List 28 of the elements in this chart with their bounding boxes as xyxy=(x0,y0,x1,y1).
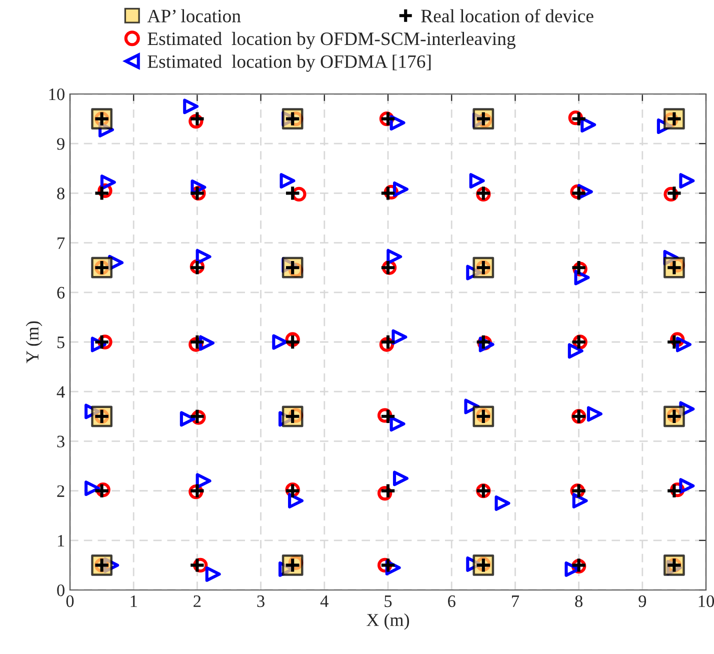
y-tick-label: 5 xyxy=(57,336,64,348)
y-tick-label: 6 xyxy=(57,286,65,299)
y-tick-label: 1 xyxy=(58,534,64,546)
y-tick-label: 7 xyxy=(58,237,65,249)
x-tick-label: 2 xyxy=(194,595,201,607)
x-tick-label: 5 xyxy=(384,596,392,608)
y-tick-label: 3 xyxy=(57,436,64,448)
x-tick-label: 9 xyxy=(638,595,646,608)
legend-label: Estimated location by OFDMA [176] xyxy=(148,54,431,72)
x-tick-label: 0 xyxy=(66,595,74,608)
y-tick-label: 4 xyxy=(56,386,65,398)
y-axis-title: Y (m) xyxy=(26,321,42,364)
y-tick-label: 10 xyxy=(49,88,64,100)
legend-label: Real location of device xyxy=(421,9,594,22)
legend-label: Estimated location by OFDM-SCM-interleaving xyxy=(148,32,516,49)
x-tick-label: 6 xyxy=(448,595,456,608)
y-tick-label: 0 xyxy=(57,584,64,596)
x-tick-label: 10 xyxy=(698,595,714,608)
x-tick-label: 4 xyxy=(320,595,328,607)
x-tick-label: 7 xyxy=(512,596,520,607)
x-tick-label: 1 xyxy=(130,595,137,607)
y-tick-label: 9 xyxy=(57,138,64,150)
x-axis-title: X (m) xyxy=(366,613,410,630)
x-tick-label: 3 xyxy=(257,595,264,608)
y-tick-label: 8 xyxy=(57,188,64,200)
x-tick-label: 8 xyxy=(575,595,582,608)
legend-label: AP’ location xyxy=(147,9,241,22)
y-tick-label: 2 xyxy=(57,485,64,497)
